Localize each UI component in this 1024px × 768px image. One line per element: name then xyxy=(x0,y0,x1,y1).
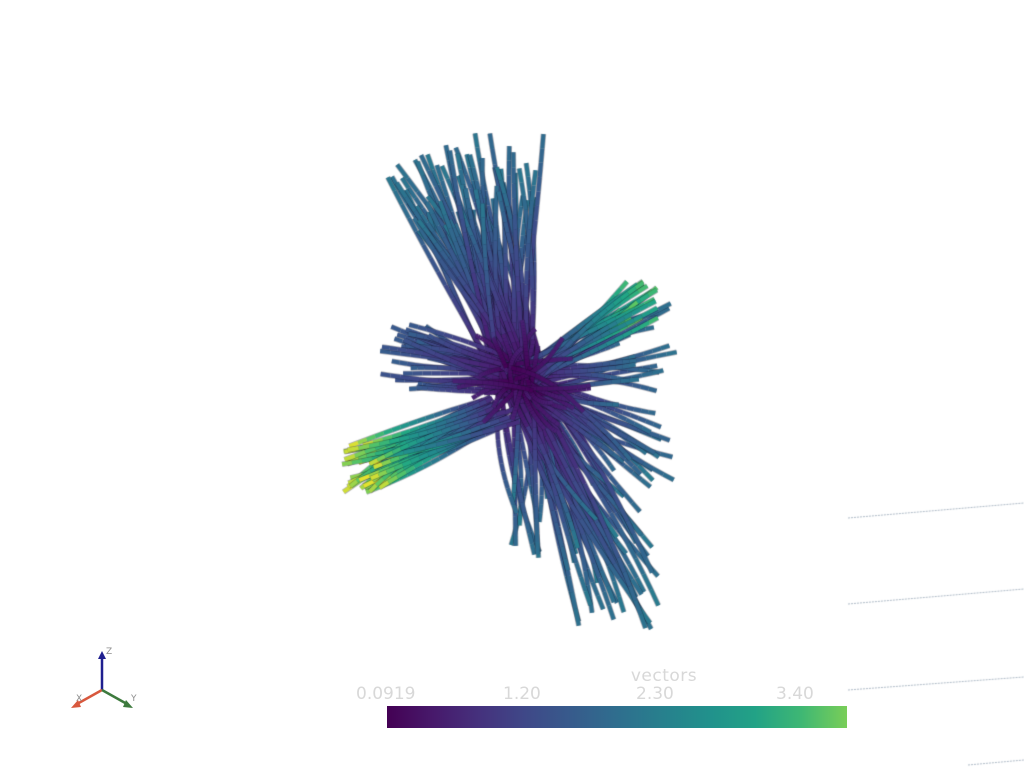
scalar-bar-tick: 0.0919 xyxy=(356,684,416,704)
y-axis-arrowhead xyxy=(123,700,133,708)
x-axis-arrowhead xyxy=(71,700,81,708)
axes-icon: Z X Y xyxy=(71,647,137,708)
y-axis-label: Y xyxy=(130,694,137,704)
scalar-bar-ticks: 0.0919 1.20 2.30 3.40 xyxy=(350,684,870,704)
scalar-bar-colormap xyxy=(387,706,847,728)
orientation-axes-widget: Z X Y xyxy=(60,645,150,720)
z-axis-arrowhead xyxy=(98,651,106,659)
scalar-bar-tick: 1.20 xyxy=(503,684,541,704)
z-axis-label: Z xyxy=(106,647,112,657)
scalar-bar-tick: 2.30 xyxy=(636,684,674,704)
scalar-bar-title: vectors xyxy=(630,666,698,686)
x-axis xyxy=(76,688,103,706)
scalar-bar: vectors 0.0919 1.20 2.30 3.40 xyxy=(350,664,870,734)
y-axis xyxy=(101,688,128,706)
scalar-bar-tick: 3.40 xyxy=(776,684,814,704)
x-axis-label: X xyxy=(76,694,82,704)
